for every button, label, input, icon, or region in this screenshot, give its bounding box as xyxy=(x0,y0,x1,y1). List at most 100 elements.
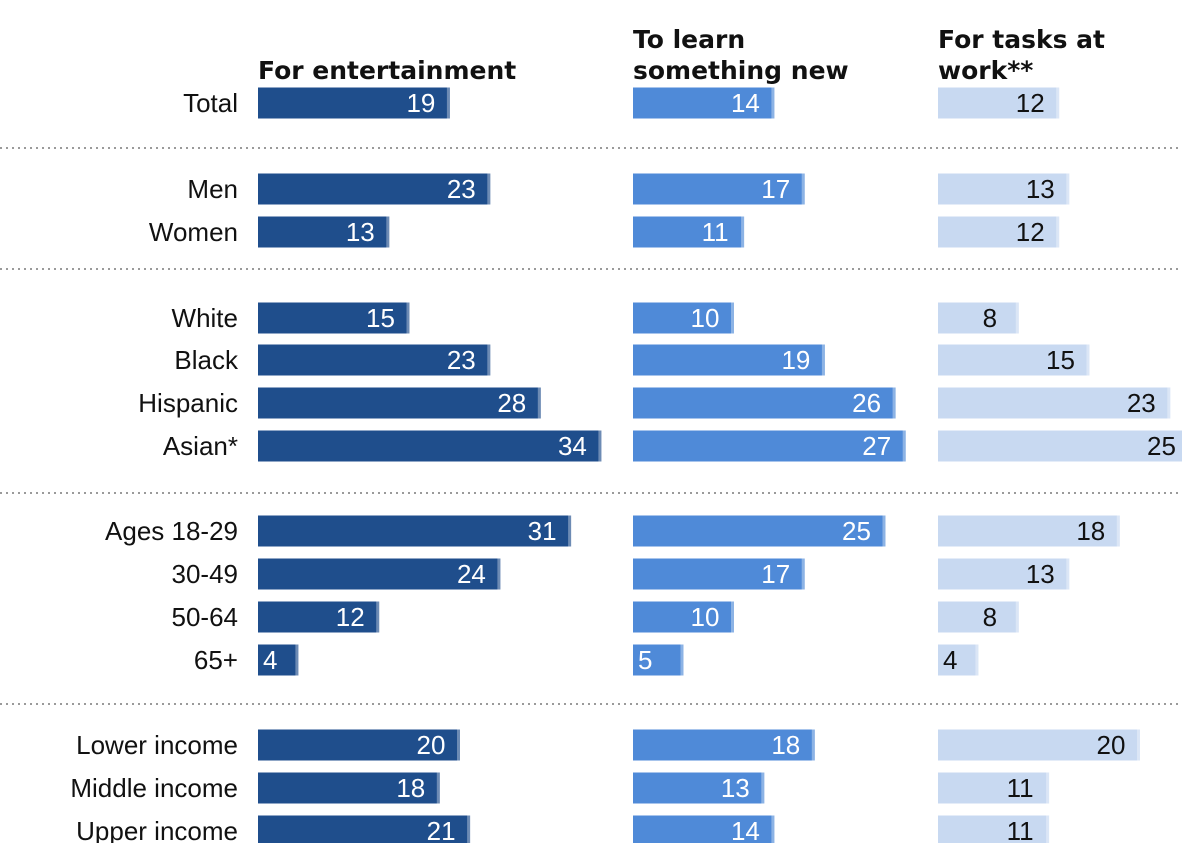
value-label-for-tasks-at-work-women: 12 xyxy=(1016,217,1045,247)
value-label-for-entertainment-upper-income: 21 xyxy=(427,816,456,843)
bar-edge-for-entertainment-black xyxy=(487,344,491,376)
value-label-for-tasks-at-work-65: 4 xyxy=(943,645,957,675)
row-label-ages-18-29: Ages 18-29 xyxy=(105,516,238,546)
bar-edge-to-learn-something-new-30-49 xyxy=(801,558,805,590)
value-label-to-learn-something-new-30-49: 17 xyxy=(761,559,790,589)
bar-edge-for-entertainment-65 xyxy=(295,644,299,676)
row-label-black: Black xyxy=(174,345,239,375)
value-label-for-entertainment-50-64: 12 xyxy=(336,602,365,632)
bar-edge-for-tasks-at-work-men xyxy=(1066,173,1070,205)
bar-for-tasks-at-work-total xyxy=(938,87,1060,119)
bar-edge-for-tasks-at-work-lower-income xyxy=(1137,729,1140,761)
bar-to-learn-something-new-lower-income xyxy=(633,729,815,761)
bar-to-learn-something-new-black xyxy=(633,344,825,376)
bar-edge-for-tasks-at-work-50-64 xyxy=(1015,601,1019,633)
value-label-to-learn-something-new-women: 11 xyxy=(702,217,729,247)
bar-edge-to-learn-something-new-50-64 xyxy=(731,601,734,633)
value-label-to-learn-something-new-65: 5 xyxy=(638,645,652,675)
value-label-for-tasks-at-work-men: 13 xyxy=(1026,174,1055,204)
bar-edge-for-entertainment-total xyxy=(446,87,450,119)
row-label-middle-income: Middle income xyxy=(70,773,238,803)
bar-for-tasks-at-work-white xyxy=(938,302,1019,334)
value-label-to-learn-something-new-white: 10 xyxy=(691,303,720,333)
bar-to-learn-something-new-ages-18-29 xyxy=(633,515,886,547)
value-label-to-learn-something-new-asian: 27 xyxy=(862,431,891,461)
value-label-for-entertainment-30-49: 24 xyxy=(457,559,486,589)
bar-for-tasks-at-work-hispanic xyxy=(938,387,1171,419)
row-label-total: Total xyxy=(183,88,238,118)
row-label-50-64: 50-64 xyxy=(172,602,239,632)
value-label-for-tasks-at-work-asian: 25 xyxy=(1147,431,1176,461)
bar-edge-to-learn-something-new-hispanic xyxy=(892,387,896,419)
bar-edge-for-tasks-at-work-ages-18-29 xyxy=(1116,515,1120,547)
bar-edge-to-learn-something-new-65 xyxy=(680,644,684,676)
value-label-to-learn-something-new-men: 17 xyxy=(761,174,790,204)
bar-edge-for-tasks-at-work-upper-income xyxy=(1046,815,1050,843)
bar-edge-for-entertainment-asian xyxy=(598,430,602,462)
row-label-hispanic: Hispanic xyxy=(138,388,238,418)
bar-to-learn-something-new-women xyxy=(633,216,745,248)
bar-for-tasks-at-work-middle-income xyxy=(938,772,1050,804)
bar-for-entertainment-upper-income xyxy=(258,815,471,843)
bar-edge-for-tasks-at-work-30-49 xyxy=(1066,558,1070,590)
value-label-for-entertainment-65: 4 xyxy=(263,645,277,675)
bar-to-learn-something-new-30-49 xyxy=(633,558,805,590)
bar-to-learn-something-new-middle-income xyxy=(633,772,765,804)
bar-edge-for-entertainment-middle-income xyxy=(436,772,440,804)
value-label-to-learn-something-new-50-64: 10 xyxy=(691,602,720,632)
value-label-for-tasks-at-work-middle-income: 11 xyxy=(1007,773,1034,803)
bar-edge-for-tasks-at-work-middle-income xyxy=(1046,772,1050,804)
row-label-men: Men xyxy=(187,174,238,204)
bar-for-tasks-at-work-lower-income xyxy=(938,729,1140,761)
bar-to-learn-something-new-asian xyxy=(633,430,906,462)
bar-for-entertainment-65 xyxy=(258,644,299,676)
value-label-for-entertainment-asian: 34 xyxy=(558,431,587,461)
header-to-learn-something-new-line-2: something new xyxy=(633,56,849,85)
bar-edge-for-entertainment-women xyxy=(386,216,390,248)
bar-for-entertainment-30-49 xyxy=(258,558,501,590)
row-label-lower-income: Lower income xyxy=(76,730,238,760)
bar-edge-to-learn-something-new-ages-18-29 xyxy=(882,515,886,547)
bar-for-entertainment-total xyxy=(258,87,450,119)
bar-for-entertainment-middle-income xyxy=(258,772,440,804)
bar-for-entertainment-hispanic xyxy=(258,387,541,419)
value-label-for-entertainment-lower-income: 20 xyxy=(417,730,446,760)
bar-edge-for-tasks-at-work-white xyxy=(1015,302,1019,334)
value-label-for-entertainment-white: 15 xyxy=(366,303,395,333)
bar-for-entertainment-50-64 xyxy=(258,601,380,633)
bar-for-tasks-at-work-men xyxy=(938,173,1070,205)
row-label-white: White xyxy=(172,303,238,333)
value-label-for-entertainment-total: 19 xyxy=(406,88,435,118)
bar-edge-for-entertainment-ages-18-29 xyxy=(568,515,572,547)
bar-for-tasks-at-work-50-64 xyxy=(938,601,1019,633)
bar-edge-to-learn-something-new-white xyxy=(731,302,734,334)
row-label-65: 65+ xyxy=(194,645,238,675)
value-label-to-learn-something-new-hispanic: 26 xyxy=(852,388,881,418)
bar-edge-to-learn-something-new-middle-income xyxy=(761,772,765,804)
bar-edge-to-learn-something-new-men xyxy=(801,173,805,205)
bar-for-entertainment-asian xyxy=(258,430,602,462)
value-label-to-learn-something-new-upper-income: 14 xyxy=(731,816,760,843)
bar-to-learn-something-new-total xyxy=(633,87,775,119)
header-for-tasks-at-work-line-1: For tasks at xyxy=(938,25,1105,54)
value-label-for-tasks-at-work-total: 12 xyxy=(1016,88,1045,118)
bar-edge-for-tasks-at-work-65 xyxy=(975,644,979,676)
bar-edge-for-entertainment-upper-income xyxy=(467,815,471,843)
bar-edge-to-learn-something-new-black xyxy=(821,344,825,376)
value-label-to-learn-something-new-total: 14 xyxy=(731,88,760,118)
bar-edge-for-tasks-at-work-total xyxy=(1056,87,1060,119)
bar-edge-to-learn-something-new-upper-income xyxy=(771,815,775,843)
bar-for-entertainment-men xyxy=(258,173,491,205)
bar-edge-for-entertainment-hispanic xyxy=(537,387,541,419)
bar-edge-for-entertainment-men xyxy=(487,173,491,205)
bar-edge-to-learn-something-new-asian xyxy=(902,430,906,462)
bar-for-entertainment-white xyxy=(258,302,410,334)
bar-to-learn-something-new-50-64 xyxy=(633,601,734,633)
bar-for-tasks-at-work-ages-18-29 xyxy=(938,515,1120,547)
bar-edge-to-learn-something-new-women xyxy=(741,216,745,248)
value-label-for-tasks-at-work-black: 15 xyxy=(1046,345,1075,375)
header-for-entertainment-line-1: For entertainment xyxy=(258,56,516,85)
row-label-30-49: 30-49 xyxy=(172,559,239,589)
row-label-upper-income: Upper income xyxy=(76,816,238,843)
